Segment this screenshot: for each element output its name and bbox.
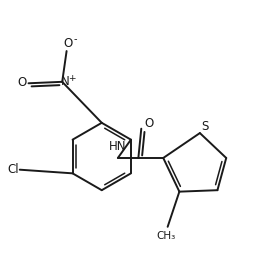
Text: -: - <box>74 34 77 44</box>
Text: S: S <box>201 120 209 133</box>
Text: Cl: Cl <box>7 163 19 176</box>
Text: N: N <box>61 75 69 88</box>
Text: HN: HN <box>109 140 126 153</box>
Text: O: O <box>63 37 73 50</box>
Text: O: O <box>17 76 27 89</box>
Text: CH₃: CH₃ <box>157 231 176 241</box>
Text: +: + <box>68 74 75 83</box>
Text: O: O <box>145 117 154 130</box>
